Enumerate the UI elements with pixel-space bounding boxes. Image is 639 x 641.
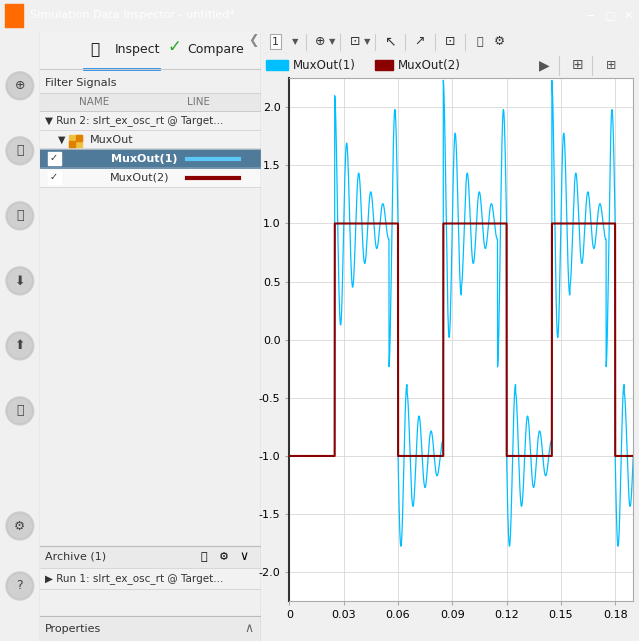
Text: ⊞: ⊞ [606,59,617,72]
Circle shape [6,397,34,425]
Circle shape [6,202,34,230]
Text: ⊡: ⊡ [350,35,360,48]
Circle shape [6,137,34,165]
Text: ▶: ▶ [539,58,550,72]
Text: ⊞: ⊞ [571,58,583,72]
Text: ⬆: ⬆ [15,339,25,353]
Text: Simulation Data Inspector - untitled*: Simulation Data Inspector - untitled* [30,10,235,21]
Bar [40,31,261,69]
Text: ▶ Run 1: slrt_ex_osc_rt @ Target...: ▶ Run 1: slrt_ex_osc_rt @ Target... [45,574,223,585]
Text: Properties: Properties [45,624,101,634]
Bar [47,171,61,184]
Text: □: □ [604,10,615,21]
Text: 💾: 💾 [16,210,24,222]
Bar [77,135,82,141]
Text: MuxOut(2): MuxOut(2) [398,59,461,72]
Text: Archive (1): Archive (1) [45,552,105,562]
Text: ⚙: ⚙ [14,519,26,533]
Bar [40,130,261,149]
Bar [40,93,261,111]
Bar [40,616,261,641]
Text: ❮: ❮ [249,34,259,47]
Text: ↖: ↖ [384,35,396,49]
Text: 🔍: 🔍 [90,42,99,57]
Text: MuxOut(1): MuxOut(1) [111,154,178,164]
Text: Compare: Compare [187,44,243,56]
Text: 📁: 📁 [16,144,24,157]
Text: ✓: ✓ [49,172,58,182]
Circle shape [6,72,34,100]
Bar [375,60,393,71]
Text: ─: ─ [587,10,594,21]
Text: Inspect: Inspect [114,44,160,56]
Text: ∨: ∨ [239,551,249,563]
Circle shape [6,332,34,360]
Text: MuxOut: MuxOut [89,135,133,145]
Bar [40,546,261,568]
Text: ∧: ∧ [244,622,253,635]
Circle shape [6,572,34,600]
Text: ⊕: ⊕ [315,35,326,48]
Bar [40,168,261,187]
Text: ⬇: ⬇ [15,274,25,287]
Text: ?: ? [17,579,23,592]
Text: ▼: ▼ [364,37,371,46]
Text: 1: 1 [272,37,279,47]
Text: ✓: ✓ [167,38,181,56]
Text: 🗑: 🗑 [201,552,207,562]
Text: 📄: 📄 [16,404,24,417]
Text: ▼: ▼ [292,37,299,46]
Bar [70,135,82,147]
Text: Filter Signals: Filter Signals [45,78,116,88]
Bar [266,60,288,71]
Text: ⚙: ⚙ [494,35,505,48]
Bar [5,4,23,27]
Text: ▼: ▼ [58,135,65,145]
Bar [47,152,61,165]
Text: ▼ Run 2: slrt_ex_osc_rt @ Target...: ▼ Run 2: slrt_ex_osc_rt @ Target... [45,115,223,126]
Circle shape [6,267,34,295]
Text: ▼: ▼ [329,37,335,46]
Text: NAME: NAME [79,97,110,107]
Circle shape [6,512,34,540]
Text: ✕: ✕ [623,10,633,21]
Text: MuxOut(2): MuxOut(2) [109,173,169,183]
Bar [40,568,261,589]
Bar [40,149,261,168]
Text: LINE: LINE [187,97,210,107]
Bar [70,141,75,147]
Text: ⊡: ⊡ [445,35,455,48]
Text: MuxOut(1): MuxOut(1) [293,59,355,72]
Text: 📷: 📷 [477,37,483,47]
Bar [40,111,261,130]
Text: ✓: ✓ [49,153,58,163]
Text: ⊕: ⊕ [15,79,25,92]
Text: ↗: ↗ [415,35,425,48]
Text: ⚙: ⚙ [219,552,229,562]
